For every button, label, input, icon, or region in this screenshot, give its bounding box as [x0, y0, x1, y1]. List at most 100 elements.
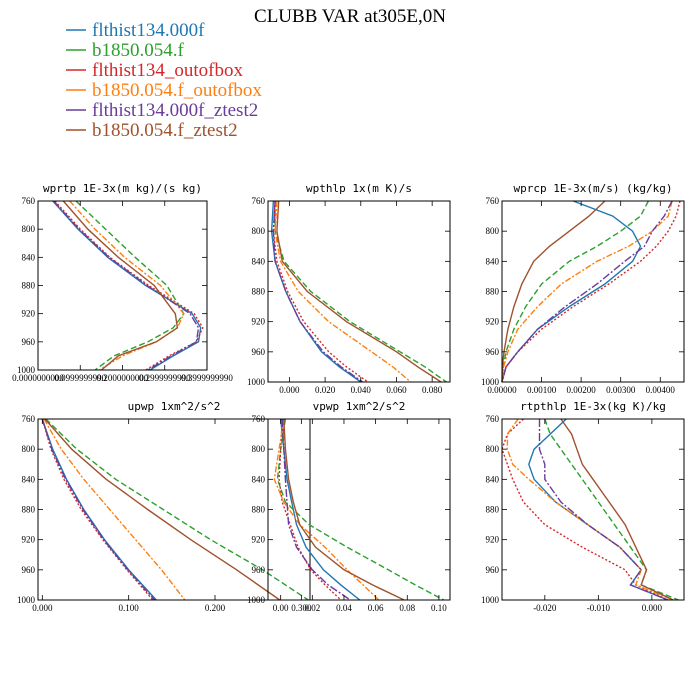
y-tick-label: 1000 — [481, 595, 500, 605]
panel-1: wprtp 1E-3x(m kg)/(s kg) 760 800 840 880 920 9… — [12, 182, 233, 383]
panel-title: wprtp 1E-3x(m kg)/(s kg) — [43, 182, 202, 195]
series-line-flthist134_outofbox — [273, 201, 368, 382]
series-line-b1850.054.f_ztest2 — [561, 419, 673, 600]
figure: CLUBB VAR at305E,0N flthist134.000fb1850… — [0, 0, 700, 700]
y-tick-label: 760 — [252, 196, 266, 206]
y-tick-label: 760 — [22, 196, 36, 206]
x-tick-label: -0.020 — [533, 603, 557, 613]
x-tick-label: 0.000 — [642, 603, 663, 613]
panel-title: vpwp 1xm^2/s^2 — [313, 400, 406, 413]
y-tick-label: 880 — [486, 505, 500, 515]
x-tick-label: 0.04 — [336, 603, 352, 613]
y-tick-label: 760 — [252, 414, 266, 424]
y-tick-label: 960 — [486, 565, 500, 575]
series-line-flthist134.000f — [42, 419, 156, 600]
y-tick-label: 840 — [486, 474, 500, 484]
series-line-flthist134.000f_ztest2 — [273, 201, 362, 382]
y-tick-label: 760 — [486, 414, 500, 424]
y-tick-label: 920 — [486, 535, 500, 545]
x-tick-label: 0.000 — [32, 603, 53, 613]
y-tick-label: 880 — [22, 281, 36, 291]
y-tick-label: 840 — [252, 474, 266, 484]
x-tick-label: 0.10 — [431, 603, 447, 613]
panel-title: wpthlp 1x(m K)/s — [306, 182, 412, 195]
legend-label: b1850.054.f_outofbox — [92, 80, 262, 101]
series-line-flthist134.000f — [53, 201, 201, 370]
y-tick-label: 920 — [252, 317, 266, 327]
panel-5: vpwp 1xm^2/s^2 760 800 840 880 920 960 1000 0.00… — [247, 400, 450, 613]
series-line-b1850.054.f_outofbox — [275, 201, 411, 382]
y-tick-label: 800 — [486, 226, 500, 236]
y-tick-label: 960 — [22, 337, 36, 347]
x-tick-label: 0.200 — [205, 603, 226, 613]
series-line-b1850.054.f — [545, 419, 679, 600]
figure-title: CLUBB VAR at305E,0N — [254, 6, 446, 27]
plot-frame — [38, 201, 207, 370]
x-tick-label: 0.100 — [119, 603, 140, 613]
y-tick-label: 920 — [22, 309, 36, 319]
y-tick-label: 920 — [22, 535, 36, 545]
y-tick-label: 920 — [252, 535, 266, 545]
y-tick-label: 880 — [22, 505, 36, 515]
y-tick-label: 960 — [22, 565, 36, 575]
y-tick-label: 1000 — [247, 377, 266, 387]
y-tick-label: 920 — [486, 317, 500, 327]
series-line-flthist134.000f — [529, 419, 668, 600]
panel-2: wpthlp 1x(m K)/s 760 800 840 880 920 960 1000 0.… — [247, 182, 450, 395]
y-tick-label: 760 — [486, 196, 500, 206]
y-tick-label: 1000 — [247, 595, 266, 605]
y-tick-label: 960 — [486, 347, 500, 357]
legend-label: flthist134_outofbox — [92, 60, 243, 81]
y-tick-label: 840 — [22, 474, 36, 484]
series-line-flthist134_outofbox — [42, 419, 153, 600]
plot-frame — [268, 201, 450, 382]
y-tick-label: 840 — [252, 256, 266, 266]
legend-label: flthist134.000f — [92, 20, 205, 41]
series-line-b1850.054.f_outofbox — [507, 419, 673, 600]
y-tick-label: 880 — [486, 287, 500, 297]
legend-label: b1850.054.f — [92, 40, 185, 61]
series-line-b1850.054.f_outofbox — [70, 201, 184, 370]
x-tick-label: 0.00 — [273, 603, 289, 613]
x-tick-label: 0.00300 — [606, 385, 636, 395]
y-tick-label: 840 — [22, 252, 36, 262]
x-tick-label: 0.06 — [368, 603, 384, 613]
panel-title: wprcp 1E-3x(m/s) (kg/kg) — [514, 182, 673, 195]
x-tick-label: 0.00400 — [646, 385, 676, 395]
x-tick-label: -0.010 — [587, 603, 611, 613]
plot-frame — [502, 419, 684, 600]
panel-6: rtpthlp 1E-3x(kg K)/kg 760 800 840 880 920 960… — [481, 400, 684, 613]
y-tick-label: 800 — [486, 444, 500, 454]
panel-title: rtpthlp 1E-3x(kg K)/kg — [520, 400, 666, 413]
legend-label: b1850.054.f_ztest2 — [92, 120, 238, 141]
panel-title: upwp 1xm^2/s^2 — [128, 400, 221, 413]
x-tick-label: 0.00000 — [487, 385, 517, 395]
x-tick-label: 0.040 — [351, 385, 372, 395]
x-tick-label: 0.000 — [279, 385, 300, 395]
y-tick-label: 960 — [252, 347, 266, 357]
legend-label: flthist134.000f_ztest2 — [92, 100, 258, 121]
x-tick-label: 0.00200 — [567, 385, 597, 395]
series-line-flthist134.000f_ztest2 — [502, 201, 672, 382]
y-tick-label: 800 — [22, 444, 36, 454]
y-tick-label: 880 — [252, 287, 266, 297]
x-tick-label: 0.02 — [304, 603, 320, 613]
x-tick-label: 0.08 — [399, 603, 415, 613]
series-line-flthist134.000f — [272, 201, 361, 382]
y-tick-label: 840 — [486, 256, 500, 266]
series-line-flthist134.000f — [502, 201, 641, 382]
series-line-b1850.054.f — [502, 201, 648, 382]
y-tick-label: 800 — [22, 224, 36, 234]
series-line-flthist134.000f_ztest2 — [42, 419, 154, 600]
legend: flthist134.000fb1850.054.fflthist134_out… — [66, 20, 262, 141]
panel-3: wprcp 1E-3x(m/s) (kg/kg) 760 800 840 880 920 9… — [481, 182, 684, 395]
y-tick-label: 880 — [252, 505, 266, 515]
y-tick-label: 800 — [252, 226, 266, 236]
series-line-flthist134_outofbox — [502, 201, 680, 382]
x-tick-label: 0.060 — [386, 385, 407, 395]
series-line-b1850.054.f_ztest2 — [284, 419, 404, 600]
x-tick-label: 0.3999999990 — [181, 373, 233, 383]
y-tick-label: 800 — [252, 444, 266, 454]
series-line-b1850.054.f_ztest2 — [277, 201, 441, 382]
series-line-b1850.054.f — [278, 419, 444, 600]
